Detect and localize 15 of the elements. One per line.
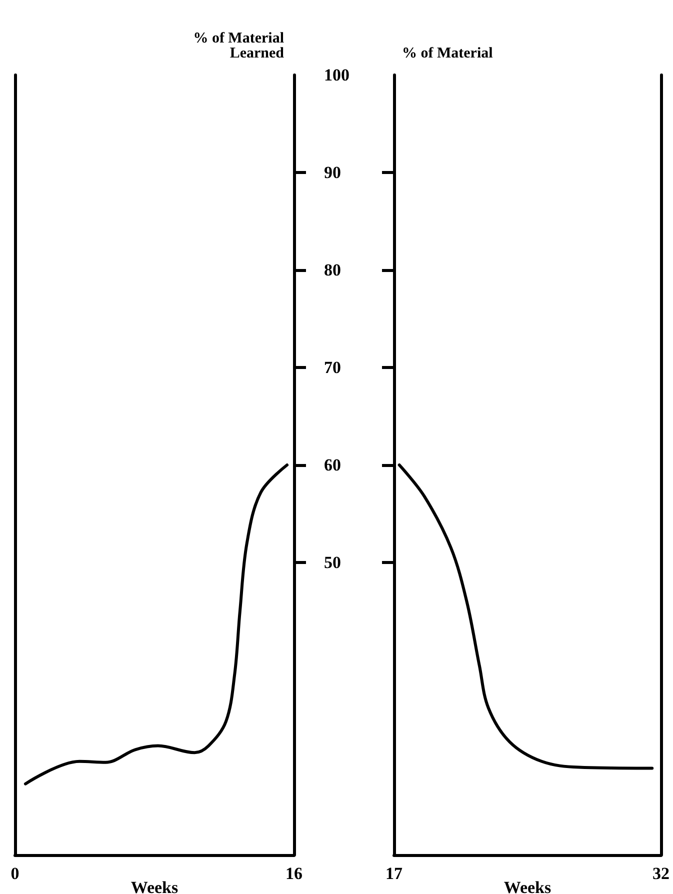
y-tick-label: 100	[324, 66, 350, 84]
x-axis-title: Weeks	[504, 878, 552, 894]
x-tick-label: 17	[386, 864, 403, 883]
y-axis-title: % of Material	[402, 46, 493, 62]
y-tick-label: 50	[324, 553, 341, 572]
x-tick-label: 0	[10, 864, 20, 883]
x-tick-label: 32	[652, 864, 670, 883]
x-axis-title: Weeks	[130, 878, 178, 894]
y-axis-title: % of Material Learned	[193, 30, 285, 62]
y-tick-label: 70	[324, 358, 341, 377]
y-tick-label: 90	[324, 163, 341, 182]
y-tick-label: 80	[324, 260, 341, 280]
line-series	[24, 464, 289, 786]
y-tick-label: 60	[324, 456, 341, 474]
x-tick-label: 16	[286, 864, 302, 883]
